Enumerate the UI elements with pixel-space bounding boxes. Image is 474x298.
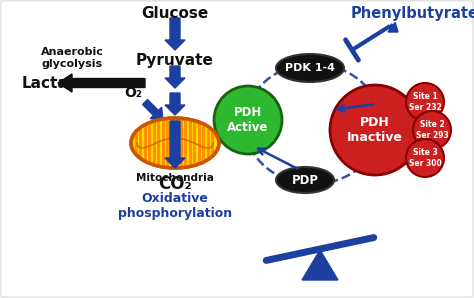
Polygon shape — [165, 121, 185, 168]
Text: Site 1
Ser 232: Site 1 Ser 232 — [409, 92, 441, 112]
Text: PDP: PDP — [292, 173, 319, 187]
Circle shape — [406, 139, 444, 177]
Circle shape — [406, 83, 444, 121]
Circle shape — [413, 111, 451, 149]
Text: Pyruvate: Pyruvate — [136, 53, 214, 68]
Text: PDH
Active: PDH Active — [228, 106, 269, 134]
Text: Anaerobic
glycolysis: Anaerobic glycolysis — [41, 47, 103, 69]
Ellipse shape — [276, 167, 334, 193]
Polygon shape — [143, 100, 163, 120]
Ellipse shape — [276, 54, 344, 82]
Circle shape — [330, 85, 420, 175]
Polygon shape — [388, 22, 398, 32]
Text: Glucose: Glucose — [141, 6, 209, 21]
Text: Oxidative
phosphorylation: Oxidative phosphorylation — [118, 192, 232, 220]
Circle shape — [214, 86, 282, 154]
Polygon shape — [58, 74, 145, 92]
Text: CO₂: CO₂ — [158, 175, 192, 193]
Ellipse shape — [131, 118, 219, 168]
Text: Site 3
Ser 300: Site 3 Ser 300 — [409, 148, 441, 168]
Polygon shape — [302, 250, 338, 280]
Text: PDH
Inactive: PDH Inactive — [347, 116, 403, 144]
Polygon shape — [165, 120, 185, 140]
Text: Lactate: Lactate — [22, 75, 86, 91]
Text: Phenylbutyrate: Phenylbutyrate — [351, 6, 474, 21]
Text: PDK 1-4: PDK 1-4 — [285, 63, 335, 73]
Text: O₂: O₂ — [124, 86, 142, 100]
Polygon shape — [165, 66, 185, 88]
Polygon shape — [165, 18, 185, 50]
Text: Mitochondria: Mitochondria — [136, 173, 214, 183]
Polygon shape — [165, 93, 185, 115]
Text: Site 2
Ser 293: Site 2 Ser 293 — [416, 120, 448, 140]
